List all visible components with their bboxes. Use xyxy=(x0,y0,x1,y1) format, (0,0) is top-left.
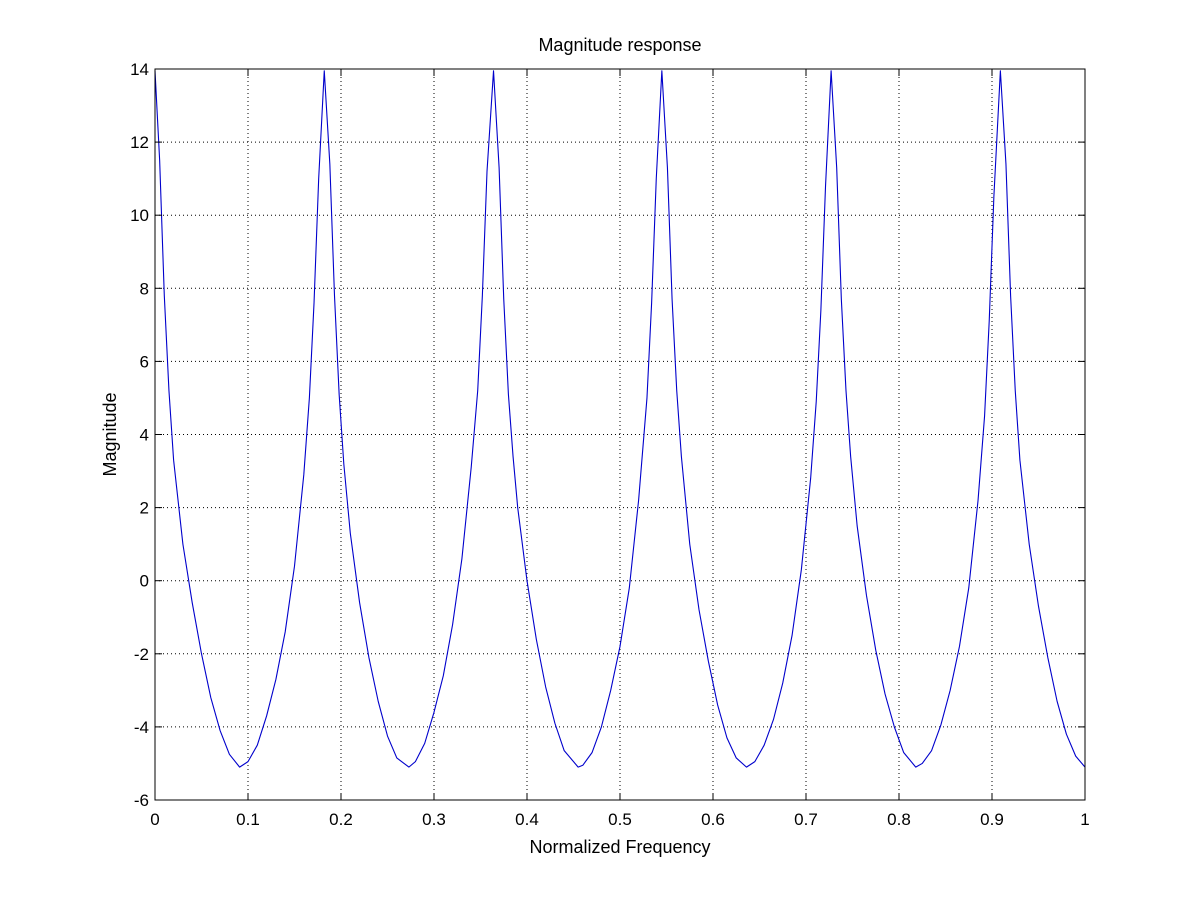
y-tick-label: 8 xyxy=(140,279,149,298)
x-axis-title: Normalized Frequency xyxy=(529,837,710,857)
y-tick-label: 14 xyxy=(130,60,149,79)
x-tick-label: 0.7 xyxy=(794,810,818,829)
series-layer xyxy=(154,70,1086,768)
x-tick-label: 0.6 xyxy=(701,810,725,829)
y-tick-label: -6 xyxy=(134,791,149,810)
y-tick-label: -2 xyxy=(134,645,149,664)
x-tick-label: 0 xyxy=(150,810,159,829)
x-tick-label: 0.1 xyxy=(236,810,260,829)
y-tick-label: 2 xyxy=(140,499,149,518)
y-tick-label: 6 xyxy=(140,352,149,371)
x-tick-label: 0.3 xyxy=(422,810,446,829)
x-tick-label: 0.2 xyxy=(329,810,353,829)
y-tick-label: -4 xyxy=(134,718,149,737)
x-tick-label: 0.9 xyxy=(980,810,1004,829)
series-line-0 xyxy=(154,70,1086,768)
chart-title: Magnitude response xyxy=(538,35,701,55)
x-tick-label: 1 xyxy=(1080,810,1089,829)
axis-ticks xyxy=(154,68,1086,801)
y-tick-label: 0 xyxy=(140,572,149,591)
grid-lines xyxy=(155,69,1085,800)
y-tick-label: 10 xyxy=(130,206,149,225)
y-tick-label: 12 xyxy=(130,133,149,152)
x-tick-label: 0.4 xyxy=(515,810,539,829)
tick-labels: 0 0.1 0.2 0.3 0.4 0.5 0.6 0.7 0.8 0.9 1 -6 -4 -2 0 2 4 6 8… xyxy=(130,60,1090,829)
x-tick-label: 0.8 xyxy=(887,810,911,829)
x-tick-label: 0.5 xyxy=(608,810,632,829)
y-axis-title: Magnitude xyxy=(100,392,120,476)
y-tick-label: 4 xyxy=(140,426,149,445)
